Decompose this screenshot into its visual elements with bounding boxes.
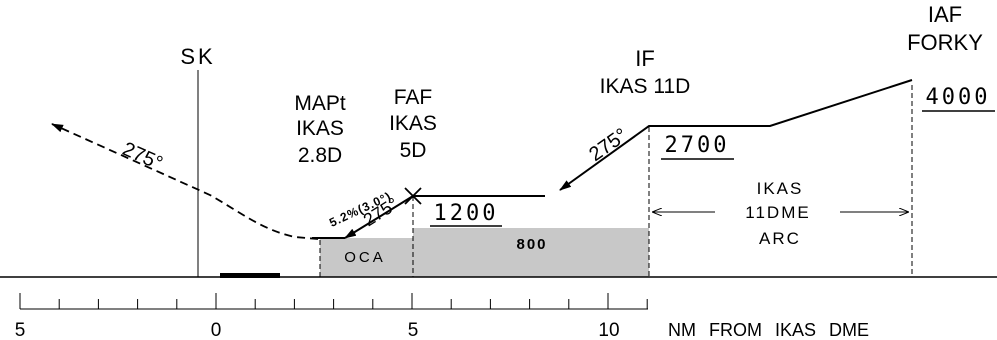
arc-label-line3: ARC <box>759 229 801 248</box>
arc-label-line2: 11DME <box>745 203 810 222</box>
altitude-iaf: 4000 <box>926 85 991 110</box>
missed-approach-path <box>51 123 319 240</box>
final-descent-line <box>344 195 414 239</box>
arc-label-line1: IKAS <box>757 179 804 198</box>
altitude-faf: 1200 <box>434 201 499 226</box>
faf-distance: 5D <box>400 139 427 162</box>
mapt-ident: IKAS <box>296 117 344 140</box>
profile-path <box>559 79 913 191</box>
scale-label-5-left: 5 <box>15 320 26 340</box>
mapt-distance: 2.8D <box>298 144 342 167</box>
sk-label: SK <box>180 44 215 69</box>
missed-track-label: 275° <box>119 138 166 175</box>
mapt-name: MAPt <box>294 92 346 115</box>
if-name: IF <box>635 46 655 71</box>
scale-label-5: 5 <box>408 320 419 340</box>
scale-ticks <box>19 293 648 309</box>
iaf-ident: FORKY <box>907 30 983 55</box>
oca-value: 800 <box>516 236 547 253</box>
oca-segment-intermediate <box>413 228 649 277</box>
iaf-name: IAF <box>928 2 962 27</box>
scale-label-0: 0 <box>211 320 222 340</box>
faf-name: FAF <box>394 86 433 109</box>
altitude-if: 2700 <box>665 133 730 158</box>
inbound-track-label: 275° <box>585 124 632 166</box>
oca-segment-final <box>320 238 413 277</box>
if-ident: IKAS 11D <box>600 75 691 98</box>
faf-ident: IKAS <box>389 112 437 135</box>
faf-cross-icon <box>404 187 422 205</box>
runway-bar <box>220 273 280 278</box>
scale-caption: NM FROM IKAS DME <box>668 320 869 340</box>
oca-label: OCA <box>344 249 386 266</box>
scale-label-10: 10 <box>598 320 619 340</box>
